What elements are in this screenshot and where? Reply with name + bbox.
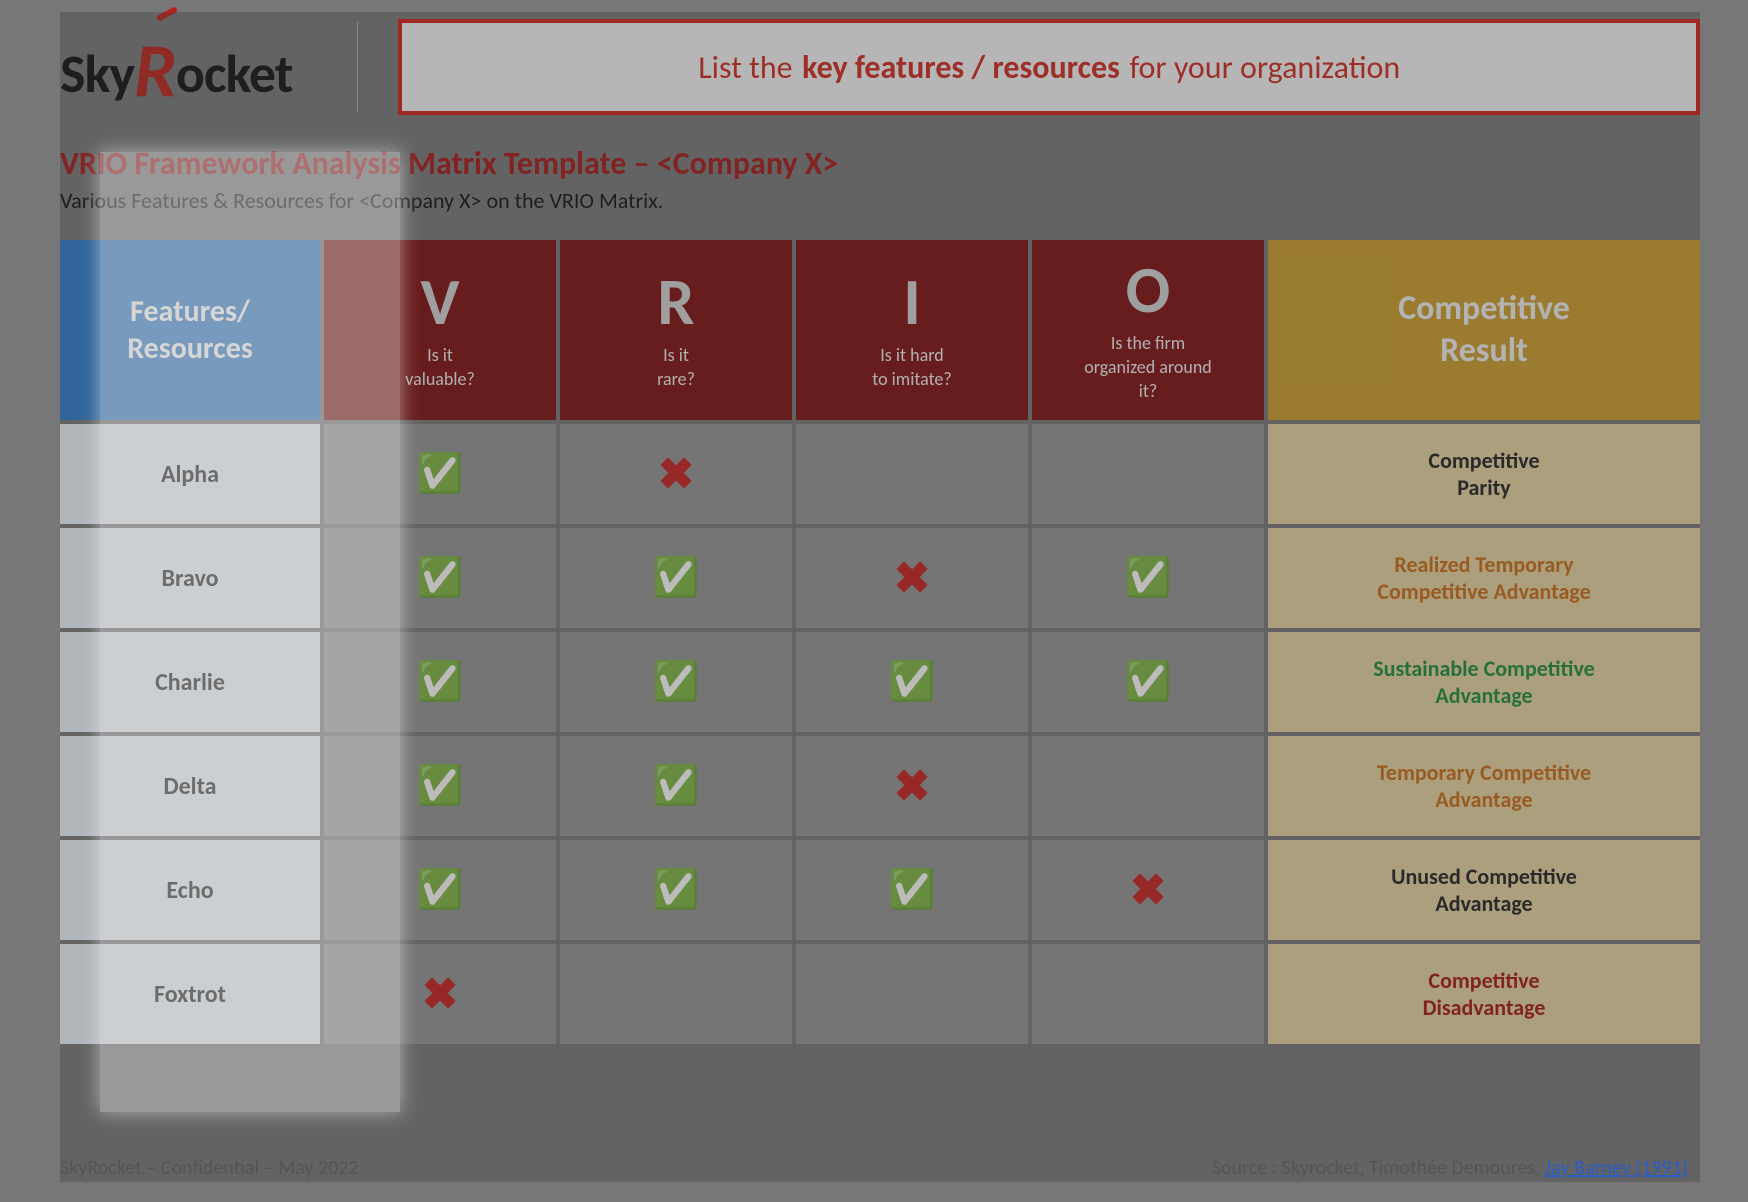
slide: SkyRocket List the key features / resour… xyxy=(60,12,1700,1182)
col-header-features: Features/ Resources xyxy=(60,240,320,420)
check-icon: ✅ xyxy=(1124,659,1171,705)
col-header-o-question: Is the firm organized around it? xyxy=(1084,331,1212,404)
check-icon: ✅ xyxy=(416,451,463,497)
footer-source-pre: Source : Skyrocket, Timothée Demoures, xyxy=(1212,1156,1545,1180)
feature-cell: Bravo xyxy=(60,528,320,628)
cross-icon: ✖ xyxy=(894,551,931,605)
i-cell xyxy=(796,424,1028,524)
page-subtitle: Various Features & Resources for <Compan… xyxy=(60,187,1700,214)
v-cell: ✅ xyxy=(324,736,556,836)
check-icon: ✅ xyxy=(416,659,463,705)
col-header-features-l1: Features/ xyxy=(130,293,250,331)
col-header-r-letter: R xyxy=(657,269,694,335)
cross-icon: ✖ xyxy=(1130,863,1167,917)
v-cell: ✖ xyxy=(324,944,556,1044)
footer: SkyRocket – Confidential – May 2022 Sour… xyxy=(60,1156,1688,1180)
check-icon: ✅ xyxy=(888,867,935,913)
col-header-result-l2: Result xyxy=(1440,330,1528,373)
result-cell: Competitive Disadvantage xyxy=(1268,944,1700,1044)
feature-cell: Delta xyxy=(60,736,320,836)
logo: SkyRocket xyxy=(60,21,317,113)
result-cell: Unused Competitive Advantage xyxy=(1268,840,1700,940)
result-cell: Competitive Parity xyxy=(1268,424,1700,524)
o-cell xyxy=(1032,736,1264,836)
v-cell: ✅ xyxy=(324,840,556,940)
o-cell: ✅ xyxy=(1032,528,1264,628)
v-cell: ✅ xyxy=(324,528,556,628)
col-header-v: V Is it valuable? xyxy=(324,240,556,420)
col-header-v-letter: V xyxy=(420,269,459,335)
v-cell: ✅ xyxy=(324,424,556,524)
feature-cell: Charlie xyxy=(60,632,320,732)
check-icon: ✅ xyxy=(416,867,463,913)
cross-icon: ✖ xyxy=(422,967,459,1021)
col-header-features-l2: Resources xyxy=(127,330,253,368)
instruction-callout: List the key features / resources for yo… xyxy=(398,19,1700,115)
col-header-result: Competitive Result xyxy=(1268,240,1700,420)
check-icon: ✅ xyxy=(652,867,699,913)
cross-icon: ✖ xyxy=(894,759,931,813)
o-cell xyxy=(1032,944,1264,1044)
vrio-matrix-table: Features/ Resources V Is it valuable? R … xyxy=(60,240,1700,1044)
feature-cell: Echo xyxy=(60,840,320,940)
r-cell: ✅ xyxy=(560,736,792,836)
result-cell: Temporary Competitive Advantage xyxy=(1268,736,1700,836)
v-cell: ✅ xyxy=(324,632,556,732)
page-title: VRIO Framework Analysis Matrix Template … xyxy=(60,144,1700,183)
col-header-o: O Is the firm organized around it? xyxy=(1032,240,1264,420)
col-header-i-letter: I xyxy=(903,269,921,335)
r-cell xyxy=(560,944,792,1044)
check-icon: ✅ xyxy=(652,659,699,705)
check-icon: ✅ xyxy=(416,555,463,601)
result-cell: Sustainable Competitive Advantage xyxy=(1268,632,1700,732)
footer-source-link[interactable]: Jay Barney (1991) xyxy=(1545,1156,1688,1180)
i-cell: ✖ xyxy=(796,528,1028,628)
topbar: SkyRocket List the key features / resour… xyxy=(60,12,1700,122)
check-icon: ✅ xyxy=(416,763,463,809)
col-header-i: I Is it hard to imitate? xyxy=(796,240,1028,420)
i-cell: ✖ xyxy=(796,736,1028,836)
check-icon: ✅ xyxy=(888,659,935,705)
footer-left: SkyRocket – Confidential – May 2022 xyxy=(60,1156,359,1180)
callout-post: for your organization xyxy=(1129,48,1400,87)
r-cell: ✖ xyxy=(560,424,792,524)
logo-part1: Sky xyxy=(60,41,134,107)
check-icon: ✅ xyxy=(1124,555,1171,601)
o-cell xyxy=(1032,424,1264,524)
col-header-r: R Is it rare? xyxy=(560,240,792,420)
r-cell: ✅ xyxy=(560,528,792,628)
callout-bold: key features / resources xyxy=(802,48,1120,87)
feature-cell: Alpha xyxy=(60,424,320,524)
callout-pre: List the xyxy=(698,48,792,87)
col-header-i-question: Is it hard to imitate? xyxy=(872,343,951,392)
check-icon: ✅ xyxy=(652,763,699,809)
col-header-result-l1: Competitive xyxy=(1398,288,1570,331)
header-divider xyxy=(357,22,358,112)
footer-source: Source : Skyrocket, Timothée Demoures, J… xyxy=(1212,1156,1688,1180)
i-cell xyxy=(796,944,1028,1044)
o-cell: ✅ xyxy=(1032,632,1264,732)
title-block: VRIO Framework Analysis Matrix Template … xyxy=(60,144,1700,214)
cross-icon: ✖ xyxy=(658,447,695,501)
i-cell: ✅ xyxy=(796,632,1028,732)
col-header-r-question: Is it rare? xyxy=(657,343,695,392)
i-cell: ✅ xyxy=(796,840,1028,940)
col-header-v-question: Is it valuable? xyxy=(405,343,475,392)
check-icon: ✅ xyxy=(652,555,699,601)
logo-part2: ocket xyxy=(176,41,293,107)
col-header-o-letter: O xyxy=(1126,257,1171,323)
o-cell: ✖ xyxy=(1032,840,1264,940)
logo-r: R xyxy=(134,25,176,117)
feature-cell: Foxtrot xyxy=(60,944,320,1044)
r-cell: ✅ xyxy=(560,840,792,940)
result-cell: Realized Temporary Competitive Advantage xyxy=(1268,528,1700,628)
r-cell: ✅ xyxy=(560,632,792,732)
